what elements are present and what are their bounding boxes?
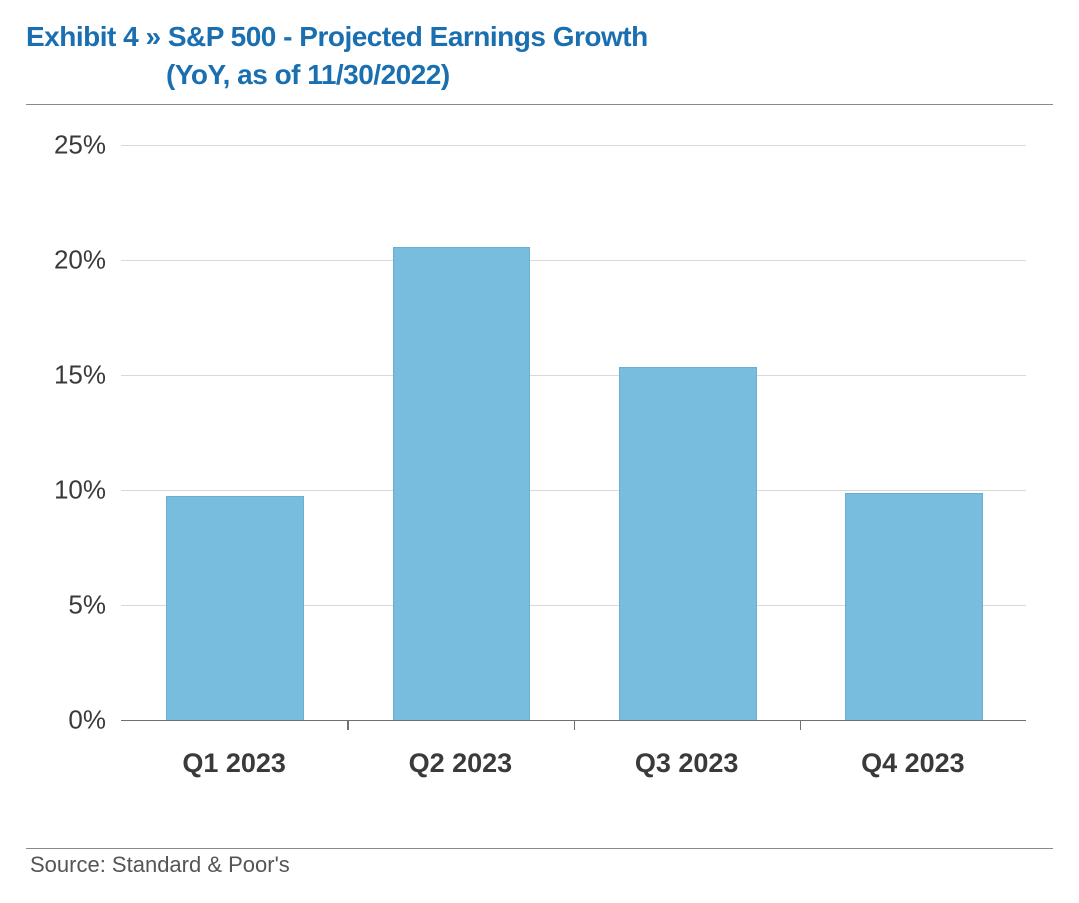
bar [166, 496, 304, 720]
header-rule [26, 104, 1053, 105]
bar [393, 247, 531, 720]
exhibit-container: Exhibit 4 » S&P 500 - Projected Earnings… [0, 0, 1079, 903]
x-axis-label: Q4 2023 [861, 748, 965, 779]
chart-title-line1: Exhibit 4 » S&P 500 - Projected Earnings… [26, 18, 1053, 56]
x-axis-label: Q1 2023 [182, 748, 286, 779]
gridline [121, 490, 1026, 491]
gridline [121, 145, 1026, 146]
chart-title-line2: (YoY, as of 11/30/2022) [26, 56, 1053, 94]
bar [619, 367, 757, 720]
y-axis-label: 0% [26, 704, 106, 735]
gridline [121, 375, 1026, 376]
x-tick [800, 720, 802, 730]
source-text: Source: Standard & Poor's [30, 852, 290, 878]
x-tick [347, 720, 349, 730]
y-axis-label: 10% [26, 474, 106, 505]
x-axis-label: Q3 2023 [635, 748, 739, 779]
plot-region [121, 145, 1026, 720]
y-axis-label: 20% [26, 244, 106, 275]
chart-area: 0%5%10%15%20%25%Q1 2023Q2 2023Q3 2023Q4 … [26, 145, 1026, 805]
y-axis-label: 25% [26, 129, 106, 160]
footer-rule [26, 848, 1053, 849]
x-axis-label: Q2 2023 [409, 748, 513, 779]
gridline [121, 260, 1026, 261]
y-axis-label: 5% [26, 589, 106, 620]
y-axis-label: 15% [26, 359, 106, 390]
bar [845, 493, 983, 719]
x-tick [574, 720, 576, 730]
chart-title: Exhibit 4 » S&P 500 - Projected Earnings… [26, 18, 1053, 94]
